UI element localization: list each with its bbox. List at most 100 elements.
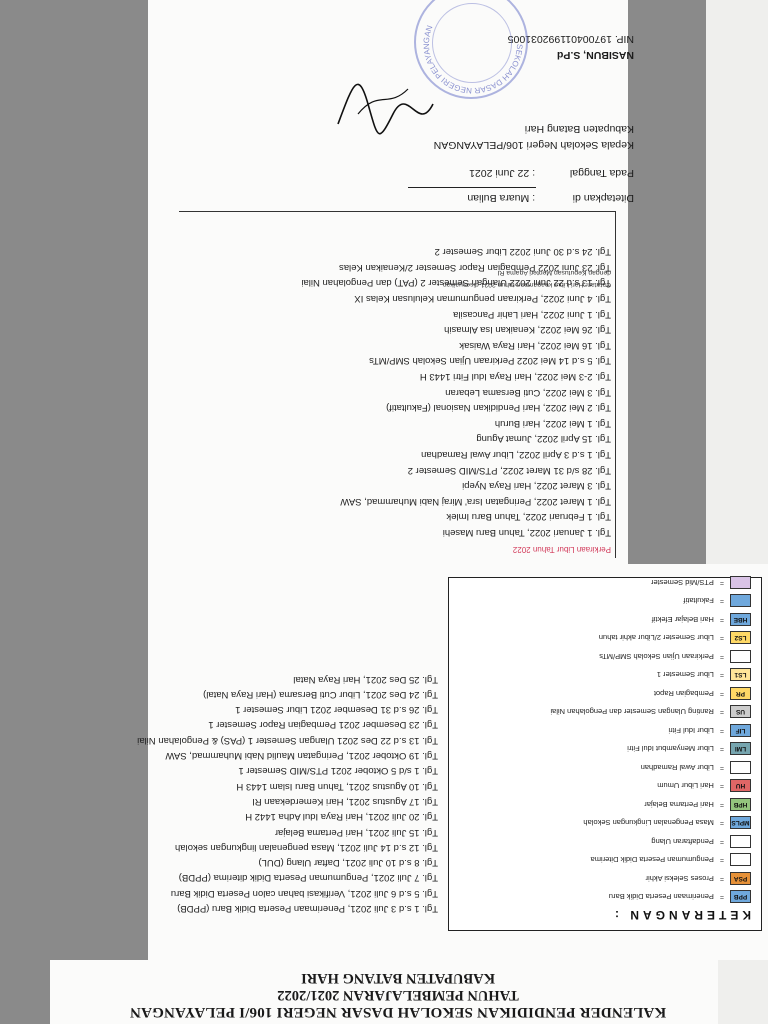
activity-item: Tgl. 25 Des 2021, Hari Raya Natal: [293, 673, 438, 685]
legend-equals: =: [719, 579, 724, 586]
legend-swatch: HBE: [730, 613, 751, 626]
holiday-item: Tgl. 15 April 2022, Jumat Agung: [476, 433, 611, 445]
legend-item: MPLS = Masa Pengenalan Lingkungan Sekolah: [583, 816, 751, 830]
legend-equals: =: [719, 875, 724, 882]
legend-swatch: [730, 576, 751, 589]
legend-item: HBE = Hari Belajar Efektif: [652, 613, 751, 627]
legend-label: Libur Semester 2/Libur akhir tahun: [598, 633, 714, 643]
holiday-note-line-2: dengan Keputusan Menteri Agama RI: [497, 269, 611, 276]
activity-item: Tgl. 15 Juli 2021, Hari Pertama Belajar: [274, 826, 438, 838]
activity-item: Tgl. 5 s.d 6 Juli 2021, Verifikasi bahan…: [170, 887, 438, 899]
activity-item: Tgl. 23 Desember 2021 Pembagian Rapor Se…: [208, 719, 438, 731]
legend-equals: =: [719, 616, 724, 623]
legend-swatch: [730, 853, 751, 867]
legend-equals: =: [719, 856, 724, 864]
legend-equals: =: [719, 893, 724, 901]
legend-swatch: PPB: [730, 890, 751, 904]
holiday-item: Tgl. 4 Juni 2022, Perkiraan pengumuman K…: [354, 293, 611, 305]
holiday-item: Tgl. 26 Mei 2022, Kenaikan Isa Almasih: [444, 324, 611, 336]
legend-label: Pembagian Rapot: [653, 689, 714, 698]
activity-item: Tgl. 7 Juli 2021, Pengumuman Peserta Did…: [178, 872, 438, 884]
school-stamp: SEKOLAH DASAR NEGERI PELAYANGAN: [414, 0, 528, 99]
legend-item: PR = Pembagian Rapot: [654, 687, 751, 701]
legend-swatch: [730, 835, 751, 848]
legend-label: Ranting Ulangan Semester dan Pengolahan …: [550, 707, 714, 717]
legend-swatch: MPLS: [730, 816, 751, 830]
legend-label: Pengumuman Peserta Didik Diterima: [590, 855, 714, 865]
legend-label: PTS/Mid Semester: [650, 578, 714, 587]
legend-equals: =: [719, 634, 724, 642]
legend-item: = Fakultatif: [683, 594, 751, 608]
legend-equals: =: [719, 745, 724, 753]
legend-equals: =: [719, 764, 724, 771]
legend-label: Pendaftaran Ulang: [651, 837, 714, 846]
legend-item: US = Ranting Ulangan Semester dan Pengolah…: [550, 705, 751, 719]
legend-swatch: [730, 761, 751, 774]
legend-label: Hari Libur Umum: [657, 781, 714, 791]
activity-item: Tgl. 17 Agustus 2021, Hari Kemerdekaan R…: [252, 795, 438, 807]
legend-item: PSA = Proses Seleksi Akhir: [646, 872, 751, 886]
activities-2021-list: Tgl. 1 s.d 3 Juli 2021, Penerimaan Peser…: [137, 671, 438, 916]
legend-item: PPB = Penerimaan Peserta Didik Baru: [609, 890, 751, 904]
legend-equals: =: [719, 819, 724, 827]
activity-item: Tgl. 1 s/d 5 Oktober 2021 PTS/MID Semest…: [238, 765, 438, 777]
legend-label: Libur Semester 1: [656, 670, 714, 680]
activity-item: Tgl. 1 s.d 3 Juli 2021, Penerimaan Peser…: [177, 903, 438, 914]
legend-label: Libur Menyambut Idul Fitri: [627, 744, 714, 754]
holidays-2022-box: Perkiraan Libur Tahun 2022 Tgl. 1 Januar…: [179, 211, 616, 558]
legend-label: Penerimaan Peserta Didik Baru: [608, 892, 714, 902]
legend-equals: =: [719, 838, 724, 845]
legend-swatch: LS1: [730, 668, 751, 682]
holiday-item: Tgl. 1 s.d 3 April 2022, Libur Awal Rama…: [421, 449, 611, 461]
holiday-item: Tgl. 1 Juni 2022, Hari Lahir Pancasila: [453, 308, 611, 320]
legend-swatch: LMI: [730, 742, 751, 756]
activity-item: Tgl. 24 Des 2021, Libur Cuti Bersama (Ha…: [203, 688, 438, 700]
holiday-item: Tgl. 5 s.d 14 Mei 2022 Perkiraan Ujian S…: [369, 355, 611, 367]
legend-swatch: HU: [730, 779, 751, 793]
legend-swatch: PR: [730, 687, 751, 700]
holiday-item: Tgl. 16 Mei 2022, Hari Raya Waisak: [459, 339, 611, 351]
legend-label: Masa Pengenalan Lingkungan Sekolah: [583, 818, 714, 828]
legend-swatch: [730, 650, 751, 663]
holiday-item: Tgl. 1 Maret 2022, Peringatan Isra' Mira…: [340, 495, 611, 507]
legend-label: Fakultatif: [683, 596, 714, 606]
legend-item: LS2 = Libur Semester 2/Libur akhir tahun: [599, 631, 751, 645]
legend-label: Hari Pertama Belajar: [644, 800, 714, 809]
legend-equals: =: [719, 597, 724, 605]
activity-item: Tgl. 12 s.d 14 Juli 2021, Masa pengenala…: [174, 841, 438, 853]
date-row: Pada Tanggal : 22 Juni 2021: [354, 165, 634, 181]
legend-label: Libur Idul Fitri: [668, 726, 714, 735]
legend-equals: =: [719, 690, 724, 697]
holiday-item: Tgl. 28 s/d 31 Maret 2022, PTS/MID Semes…: [407, 464, 611, 476]
legend-swatch: PSA: [730, 872, 751, 885]
holiday-item: Tgl. 1 Februari 2022, Tahun Baru Imlek: [446, 511, 611, 523]
legend-item: = Libur Awal Ramadhan: [641, 761, 751, 775]
holiday-item: Tgl. 1 Mei 2022, Hari Buruh: [494, 417, 611, 429]
legend-equals: =: [719, 727, 724, 734]
legend-item: = Pendaftaran Ulang: [651, 835, 751, 849]
legend-box: KETERANGAN : PPB = Penerimaan Peserta Didi…: [448, 576, 762, 931]
holiday-item: Tgl. 3 Mei 2022, Cuti Bersama Lebaran: [445, 386, 611, 398]
legend-item: HPB = Hari Pertama Belajar: [644, 798, 751, 812]
stamp-text-ring: SEKOLAH DASAR NEGERI PELAYANGAN: [422, 24, 524, 95]
legend-label: Proses Seleksi Akhir: [645, 874, 714, 883]
holidays-2022-heading: Perkiraan Libur Tahun 2022: [512, 545, 611, 554]
activity-item: Tgl. 10 Agustus 2021, Tahun Baru Islam 1…: [236, 780, 438, 792]
legend-item: HU = Hari Libur Umum: [657, 779, 751, 793]
legend-item: = Perkiraan Ujian Sekolah SMP/MTs: [599, 650, 751, 664]
title-line-2: TAHUN PEMBELAJARAN 2021/2022: [277, 987, 519, 1003]
legend-equals: =: [719, 708, 724, 716]
holiday-item: Tgl. 1 Januari 2022, Tahun Baru Masehi: [442, 527, 611, 538]
legend-equals: =: [719, 782, 724, 790]
legend-label: Libur Awal Ramadhan: [640, 763, 714, 772]
holiday-note-line-1: Catatan: Hari Libur keagamaan tahun 2021…: [442, 281, 611, 288]
legend-item: LS1 = Libur Semester 1: [657, 668, 751, 682]
legend-item: = PTS/Mid Semester: [651, 576, 751, 590]
legend-equals: =: [719, 671, 724, 679]
legend-swatch: US: [730, 705, 751, 719]
legend-item: LMI = Libur Menyambut Idul Fitri: [627, 742, 751, 756]
activity-item: Tgl. 19 Oktober 2021, Peringatan Maulid …: [165, 750, 438, 762]
holiday-item: Tgl. 2 Mei 2022, Hari Pendidikan Nasiona…: [386, 402, 611, 414]
